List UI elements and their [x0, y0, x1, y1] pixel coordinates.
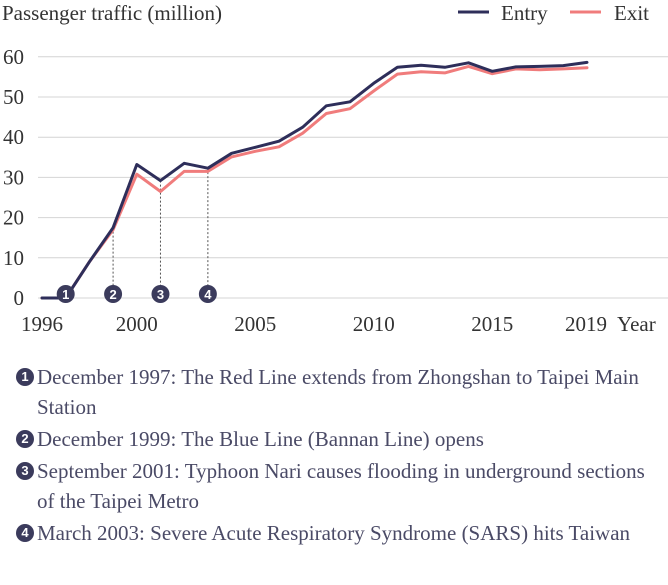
y-ticks: 0 10 20 30 40 50 60 [3, 45, 24, 310]
annotation-number: 2 [16, 430, 34, 448]
annotation-list: 1 December 1997: The Red Line extends fr… [16, 362, 664, 550]
legend-label: Exit [614, 1, 649, 25]
y-tick-label: 20 [3, 206, 24, 230]
annotation-number: 1 [16, 368, 34, 386]
marker-badge [104, 285, 123, 303]
y-tick-label: 60 [3, 45, 24, 69]
series-line-exit [40, 64, 589, 300]
annotation-item: 4 March 2003: Severe Acute Respiratory S… [16, 518, 664, 548]
marker-lines [112, 168, 209, 286]
annotation-text: December 1997: The Red Line extends from… [37, 365, 639, 419]
passenger-traffic-chart: 1 2 3 4 0 10 20 30 40 50 60 1996 2000 2005 2010 2015 2… [2, 1, 668, 336]
annotation-text: March 2003: Severe Acute Respiratory Syn… [37, 521, 631, 545]
x-tick-label: 2010 [353, 312, 395, 336]
annotation-text: September 2001: Typhoon Nari causes floo… [37, 459, 645, 513]
chart-marker: 1 [56, 285, 75, 303]
y-axis-label: Passenger traffic (million) [2, 1, 222, 25]
annotation-number: 3 [16, 462, 34, 480]
annotation-number: 4 [16, 524, 34, 542]
marker-number: 1 [62, 287, 69, 302]
series-line-entry [40, 60, 589, 300]
legend-item-entry: Entry [458, 1, 548, 25]
x-tick-label: 2005 [234, 312, 276, 336]
chart-markers: 1 2 3 4 [56, 285, 217, 303]
marker-badge [151, 285, 170, 303]
chart-marker: 4 [198, 285, 217, 303]
y-tick-label: 0 [14, 286, 25, 310]
y-tick-label: 40 [3, 125, 24, 149]
chart-marker: 3 [151, 285, 170, 303]
annotation-text: December 1999: The Blue Line (Bannan Lin… [37, 427, 484, 451]
marker-number: 4 [204, 287, 212, 302]
marker-number: 2 [109, 287, 116, 302]
y-tick-label: 10 [3, 246, 24, 270]
marker-badge [198, 285, 217, 303]
y-tick-label: 30 [3, 165, 24, 189]
annotation-item: 2 December 1999: The Blue Line (Bannan L… [16, 424, 664, 454]
x-tick-label: 2015 [471, 312, 513, 336]
x-tick-label: 1996 [21, 312, 63, 336]
x-tick-label: 2019 [565, 312, 607, 336]
marker-badge [56, 285, 75, 303]
x-axis-label: Year [617, 312, 656, 336]
y-tick-label: 50 [3, 85, 24, 109]
legend: Entry Exit [458, 1, 649, 25]
chart-marker: 2 [104, 285, 123, 303]
legend-item-exit: Exit [570, 1, 649, 25]
marker-number: 3 [157, 287, 164, 302]
annotation-item: 3 September 2001: Typhoon Nari causes fl… [16, 456, 664, 516]
annotation-item: 1 December 1997: The Red Line extends fr… [16, 362, 664, 422]
x-tick-label: 2000 [116, 312, 158, 336]
x-ticks: 1996 2000 2005 2010 2015 2019 [21, 312, 607, 336]
series-lines [40, 60, 589, 300]
legend-label: Entry [501, 1, 548, 25]
